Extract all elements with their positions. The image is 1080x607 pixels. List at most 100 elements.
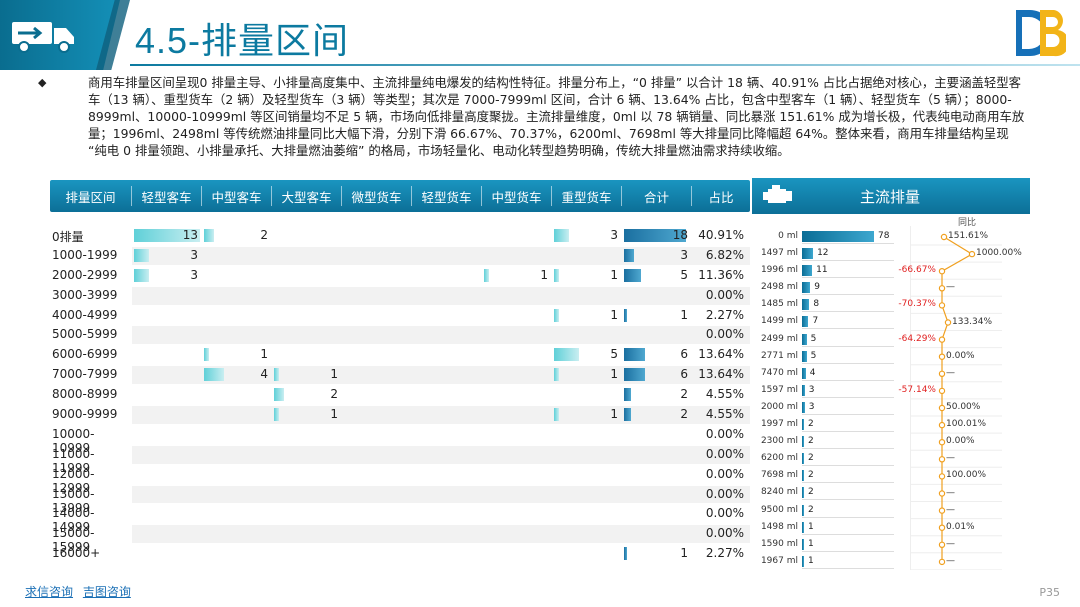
- yoy-label-value: —: [946, 487, 955, 498]
- tick-label: 2000 ml: [760, 401, 798, 412]
- yoy-point: [940, 233, 948, 241]
- bar-track: 2: [802, 417, 894, 433]
- value-cell: [412, 385, 482, 405]
- value-cell: 1: [552, 306, 622, 326]
- row-background: [132, 246, 750, 265]
- data-label: 3: [808, 401, 815, 412]
- cell-value: 4: [260, 367, 268, 382]
- yoy-point: [938, 404, 946, 412]
- value-cell: 1: [552, 266, 622, 286]
- value-bar: [624, 368, 645, 382]
- value-cell: [202, 385, 272, 405]
- row-background: [132, 525, 750, 544]
- yoy-label-value: 0.01%: [946, 521, 975, 532]
- total-cell: [622, 325, 692, 345]
- bar-track: 2: [802, 485, 894, 501]
- value-cell: [342, 306, 412, 326]
- row-label: 8000-8999: [52, 387, 118, 402]
- value-cell: [132, 405, 202, 425]
- bar-row: 9500 ml 2: [752, 502, 1012, 519]
- yoy-label-value: 0.00%: [946, 436, 975, 447]
- yoy-point: [938, 541, 946, 548]
- page-title: 4.5-排量区间: [135, 20, 350, 61]
- yoy-label-value: 1000.00%: [976, 248, 1022, 259]
- value-cell: [132, 325, 202, 345]
- value-cell: [342, 504, 412, 524]
- value-cell: [202, 485, 272, 505]
- data-label: 2: [808, 487, 814, 498]
- row-label: 9000-9999: [52, 407, 118, 422]
- total-cell: 6: [622, 365, 692, 385]
- share-cell: 6.82%: [692, 246, 750, 266]
- value-cell: [132, 465, 202, 485]
- value-cell: [482, 445, 552, 465]
- value-cell: [272, 445, 342, 465]
- value-cell: 1: [482, 266, 552, 286]
- bar: [802, 453, 804, 465]
- value-cell: [202, 425, 272, 445]
- value-bar: [554, 348, 580, 362]
- bar-row: 1997 ml 2: [752, 416, 1012, 433]
- yoy-point: [938, 507, 946, 514]
- share-value: 0.00%: [705, 486, 744, 501]
- value-cell: [552, 286, 622, 306]
- value-cell: 3: [132, 246, 202, 266]
- bar: [802, 521, 804, 533]
- bar-track: 2: [802, 434, 894, 450]
- value-cell: [132, 286, 202, 306]
- cell-value: 1: [680, 307, 688, 322]
- bar-row: 2300 ml 2: [752, 433, 1012, 450]
- bar-row: 1590 ml 1: [752, 536, 1012, 553]
- bar-row: 7698 ml 2: [752, 467, 1012, 484]
- value-cell: [552, 425, 622, 445]
- value-cell: [202, 504, 272, 524]
- column-header: 微型货车: [342, 186, 412, 206]
- value-cell: [412, 425, 482, 445]
- row-label: 1000-1999: [52, 247, 118, 262]
- cell-value: 2: [260, 228, 268, 242]
- tick-label: 1499 ml: [760, 316, 798, 327]
- total-cell: [622, 286, 692, 306]
- value-cell: [482, 465, 552, 485]
- column-header: 排量区间: [50, 186, 132, 206]
- yoy-label-value: 151.61%: [948, 231, 989, 241]
- cell-value: 2: [330, 387, 338, 402]
- tick-label: 1498 ml: [760, 521, 798, 532]
- cell-value: 3: [190, 267, 198, 282]
- row-label: 10000-10999: [52, 426, 95, 455]
- bar: [802, 470, 804, 482]
- share-cell: 0.00%: [692, 524, 750, 544]
- value-cell: [412, 504, 482, 524]
- cell-value: 3: [190, 247, 198, 262]
- value-cell: [342, 445, 412, 465]
- yoy-point: [938, 524, 946, 531]
- table-row: 10000-10999 0.00%: [50, 425, 750, 455]
- header: 4.5-排量区间: [0, 0, 1080, 70]
- value-cell: [482, 405, 552, 425]
- footer-link-qiuxin[interactable]: 求信咨询: [25, 585, 74, 599]
- bar-row: 1498 ml 1: [752, 519, 1012, 536]
- tick-label: 6200 ml: [760, 453, 798, 464]
- footer-link-jitu[interactable]: 吉图咨询: [82, 585, 131, 599]
- total-cell: 5: [622, 266, 692, 286]
- tick-label: 2499 ml: [760, 333, 798, 344]
- value-cell: [552, 504, 622, 524]
- mainstream-displacement-chart: 0 ml 78 1497 ml 12 1996 ml 11 2498 ml 9 1485 ml 8…: [752, 228, 1012, 570]
- value-cell: [342, 544, 412, 564]
- yoy-label-value: -66.67%: [898, 265, 936, 276]
- value-cell: [272, 465, 342, 485]
- yoy-chart-box: [910, 226, 1002, 570]
- row-label: 4000-4999: [52, 307, 118, 322]
- share-value: 0.00%: [705, 327, 744, 342]
- bar: [802, 316, 809, 328]
- value-bar: [554, 408, 560, 422]
- value-cell: [272, 226, 342, 246]
- cell-value: 3: [680, 247, 688, 262]
- bar: [802, 265, 813, 277]
- yoy-point: [938, 302, 946, 309]
- table-row: 3000-3999 0.00%: [50, 286, 750, 306]
- bar-track: 1: [802, 537, 894, 552]
- yoy-point: [938, 490, 946, 497]
- yoy-point: [938, 473, 946, 480]
- column-header: 中型客车: [202, 186, 272, 206]
